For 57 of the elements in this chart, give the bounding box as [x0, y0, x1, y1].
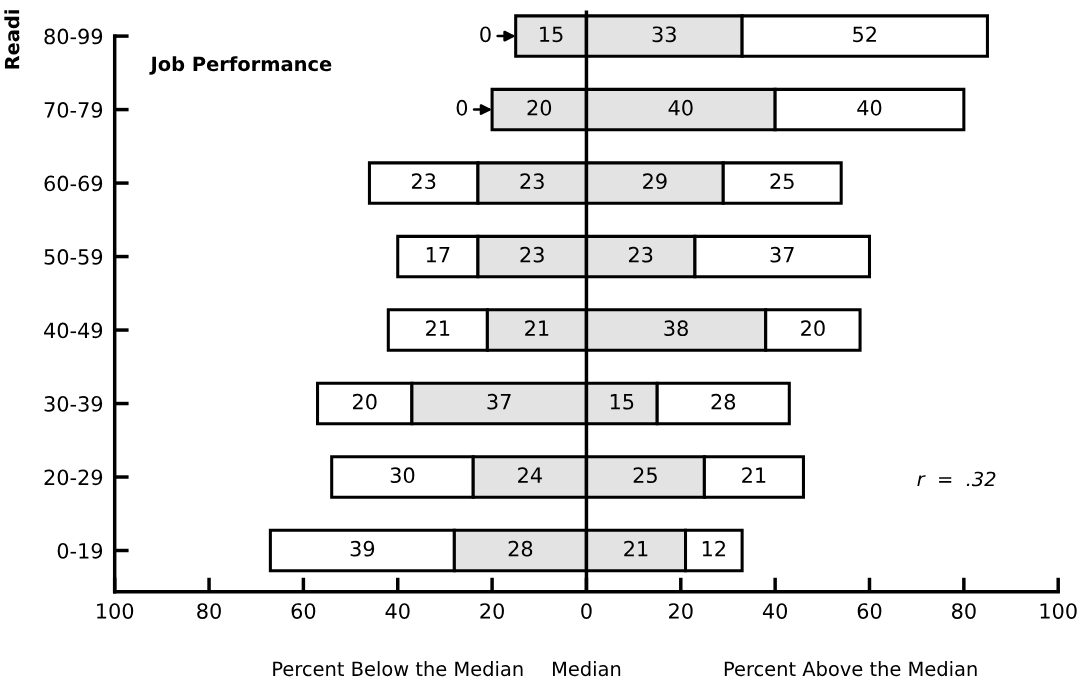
y-tick-label: 50-59 — [44, 249, 103, 265]
y-tick-label: 0-19 — [57, 542, 103, 559]
y-tick-label: 60-69 — [44, 175, 103, 192]
data-label: 23 — [628, 246, 653, 263]
x-tick-label: 100 — [1040, 603, 1077, 619]
x-tick-label: 40 — [762, 603, 788, 619]
data-label: 21 — [624, 540, 648, 557]
data-label: 21 — [426, 320, 450, 336]
data-label: 0 — [480, 26, 491, 43]
data-label: 0 — [456, 99, 468, 116]
data-label: 15 — [610, 394, 634, 410]
data-label: 20 — [801, 320, 825, 337]
x-tick-label: 0 — [581, 603, 592, 619]
data-label: 28 — [508, 540, 533, 557]
data-label: 25 — [770, 173, 794, 190]
data-label: 39 — [350, 540, 375, 557]
y-tick-label: 40-49 — [44, 322, 103, 339]
x-tick-label: 80 — [197, 603, 221, 619]
data-label: 23 — [520, 246, 544, 263]
annotation: Job Performance — [149, 56, 332, 75]
y-tick-label: 30-39 — [44, 395, 103, 412]
x-tick-label: 60 — [857, 603, 882, 619]
x-tick-label: 60 — [291, 603, 316, 619]
y-tick-label: 70-79 — [44, 102, 103, 118]
ref-line-label: Median — [552, 661, 621, 677]
x-tick-label: 80 — [952, 603, 976, 619]
data-label: 37 — [487, 393, 511, 410]
data-label: 40 — [668, 99, 693, 116]
data-label: 52 — [853, 26, 876, 43]
data-label: 23 — [520, 173, 544, 190]
text: Percent Above the Median — [724, 661, 977, 677]
data-label: 24 — [518, 467, 542, 483]
data-label: 23 — [411, 173, 436, 190]
annotation: r = .32 — [917, 471, 996, 487]
y-axis-title: Readi — [4, 10, 20, 69]
data-label: 20 — [527, 99, 552, 116]
y-tick-label: 20-29 — [44, 469, 103, 486]
x-tick-label: 100 — [97, 603, 134, 619]
data-label: 37 — [770, 246, 794, 263]
x-tick-label: 20 — [669, 603, 693, 619]
text: Percent Below the Median — [273, 661, 523, 677]
x-tick-label: 20 — [480, 603, 504, 619]
data-label: 21 — [525, 320, 549, 336]
data-label: 25 — [633, 467, 657, 484]
data-label: 12 — [702, 540, 725, 557]
data-label: 15 — [540, 26, 563, 43]
data-label: 21 — [742, 467, 766, 483]
data-label: 30 — [390, 467, 415, 484]
data-label: 38 — [664, 320, 688, 337]
data-label: 28 — [711, 393, 736, 410]
data-label: 33 — [652, 26, 676, 43]
y-tick-label: 80-99 — [44, 28, 103, 45]
data-label: 29 — [643, 173, 667, 190]
x-tick-label: 40 — [385, 603, 410, 619]
data-label: 40 — [857, 99, 882, 116]
data-label: 20 — [352, 393, 377, 410]
data-label: 17 — [426, 247, 450, 263]
